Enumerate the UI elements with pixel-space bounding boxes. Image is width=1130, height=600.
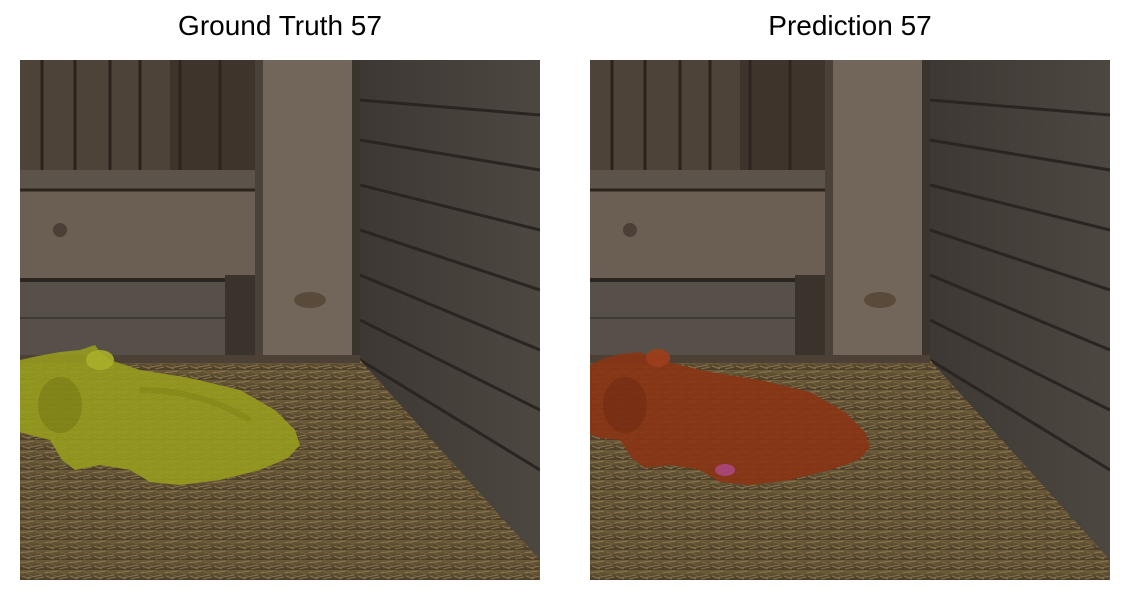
panel-title: Prediction 57 — [768, 10, 932, 41]
prediction-image — [590, 60, 1110, 580]
ground-truth-panel: Ground Truth 57 — [20, 0, 540, 600]
calf-mask — [590, 349, 870, 485]
panel-title: Ground Truth 57 — [178, 10, 382, 41]
calf-mask — [20, 345, 300, 485]
ground-truth-image — [20, 60, 540, 580]
prediction-panel: Prediction 57 — [590, 0, 1110, 600]
